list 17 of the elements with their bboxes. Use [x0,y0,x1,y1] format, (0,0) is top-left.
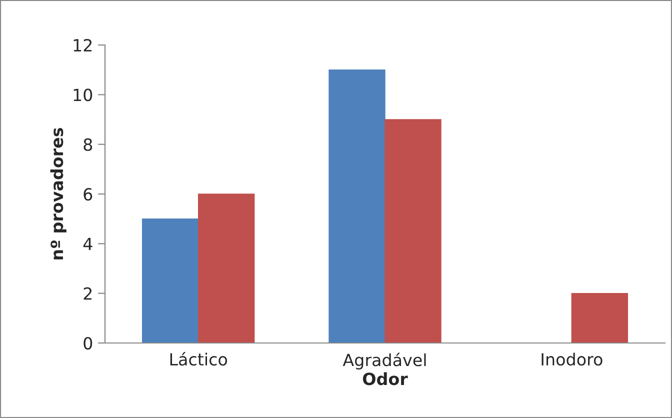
y-tick-label: 10 [74,88,92,102]
x-axis-title: Odor [362,372,408,386]
y-tick-label: 8 [84,138,92,151]
x-tick-label: Inodoro [542,352,602,366]
y-tick-label: 4 [83,238,92,250]
bar [198,194,255,343]
bar [142,218,199,343]
y-tick-label: 0 [84,336,92,350]
y-tick-label: 6 [84,188,92,201]
x-tick-label: Láctico [170,352,228,366]
y-tick-label: 2 [84,287,92,300]
x-tick-label: Agradável [342,352,426,370]
y-tick-label: 12 [74,38,92,52]
bar [328,69,386,343]
bar [384,119,442,343]
bar [571,292,628,343]
y-axis-title: nº provadores [50,128,66,260]
